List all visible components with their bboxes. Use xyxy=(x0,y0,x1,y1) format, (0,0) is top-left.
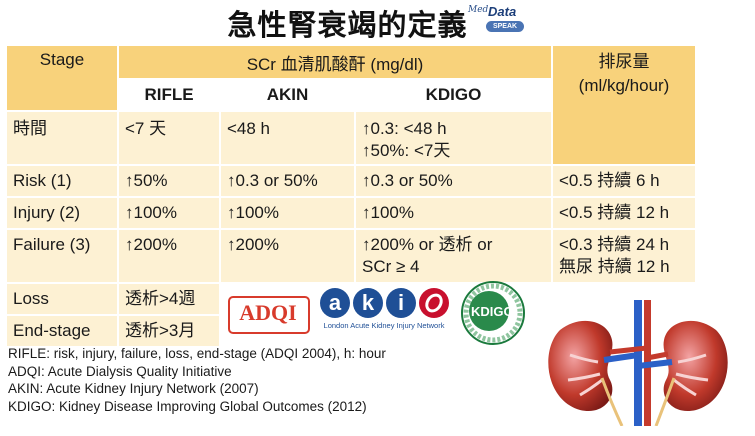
footnote-line: RIFLE: risk, injury, failure, loss, end-… xyxy=(8,346,386,361)
aki-drop-icon xyxy=(419,288,449,318)
footnote-line: ADQI: Acute Dialysis Quality Initiative xyxy=(8,363,232,379)
table-row: Injury (2) ↑100% ↑100% ↑100% <0.5 持續 12 … xyxy=(7,198,695,228)
row-rifle: ↑50% xyxy=(119,166,219,196)
row-rifle: <7 天 xyxy=(119,112,219,164)
row-rifle: 透析>3月 xyxy=(119,316,219,346)
table-row: 時間 <7 天 <48 h ↑0.3: <48 h ↑50%: <7天 xyxy=(7,112,695,164)
row-kdigo: ↑100% xyxy=(356,198,551,228)
header-stage: Stage xyxy=(7,46,117,110)
row-akin: ↑0.3 or 50% xyxy=(221,166,354,196)
sub-header-akin: AKIN xyxy=(221,80,354,110)
row-kdigo: ↑0.3: <48 h ↑50%: <7天 xyxy=(356,112,551,164)
aki-criteria-table: Stage SCr 血清肌酸酐 (mg/dl) 排尿量 (ml/kg/hour)… xyxy=(5,44,697,348)
sub-header-kdigo: KDIGO xyxy=(356,80,551,110)
row-rifle: 透析>4週 xyxy=(119,284,219,314)
aki-letter-i: i xyxy=(386,288,416,318)
footnote-line: AKIN: Acute Kidney Injury Network (2007) xyxy=(8,381,259,396)
row-urine: <0.5 持續 12 h xyxy=(553,198,695,228)
logo-med-text: Med xyxy=(468,5,489,15)
row-rifle: ↑200% xyxy=(119,230,219,282)
title-text: 急性腎衰竭的定義 xyxy=(227,8,468,42)
table-row: Risk (1) ↑50% ↑0.3 or 50% ↑0.3 or 50% <0… xyxy=(7,166,695,196)
header-scr: SCr 血清肌酸酐 (mg/dl) xyxy=(119,46,551,78)
row-akin: <48 h xyxy=(221,112,354,164)
aki-letter-a: a xyxy=(320,288,350,318)
row-stage: Injury (2) xyxy=(7,198,117,228)
header-urine: 排尿量 (ml/kg/hour) xyxy=(553,46,695,164)
row-stage: Risk (1) xyxy=(7,166,117,196)
kidney-illustration xyxy=(540,300,736,427)
row-kdigo: ↑0.3 or 50% xyxy=(356,166,551,196)
logo-speak-badge: SPEAK xyxy=(486,21,524,32)
table-row: Loss 透析>4週 xyxy=(7,284,695,314)
kdigo-logo: KDIGO xyxy=(455,281,539,345)
footnotes: RIFLE: risk, injury, failure, loss, end-… xyxy=(8,345,386,415)
row-akin: ↑100% xyxy=(221,198,354,228)
sub-header-rifle: RIFLE xyxy=(119,80,219,110)
row-stage: Failure (3) xyxy=(7,230,117,282)
table-row: Failure (3) ↑200% ↑200% ↑200% or 透析 or S… xyxy=(7,230,695,282)
row-stage: Loss xyxy=(7,284,117,314)
row-urine: <0.5 持續 6 h xyxy=(553,166,695,196)
page-title: 急性腎衰竭的定義 xyxy=(0,2,755,44)
table-row: End-stage 透析>3月 xyxy=(7,316,695,346)
aki-network-logo: a k i London Acute Kidney Injury Network xyxy=(318,288,450,334)
row-urine: <0.3 持續 24 h 無尿 持續 12 h xyxy=(553,230,695,282)
aki-letter-k: k xyxy=(353,288,383,318)
row-rifle: ↑100% xyxy=(119,198,219,228)
adqi-logo-text: ADQI xyxy=(239,300,297,325)
adqi-logo: ADQI xyxy=(226,292,310,336)
footnote-line: KDIGO: Kidney Disease Improving Global O… xyxy=(8,398,367,414)
kdigo-logo-text: KDIGO xyxy=(471,304,514,319)
row-kdigo: ↑200% or 透析 or SCr ≥ 4 xyxy=(356,230,551,282)
medtalk-logo: Med Data SPEAK xyxy=(466,4,534,38)
aki-caption: London Acute Kidney Injury Network xyxy=(323,321,445,330)
row-stage: End-stage xyxy=(7,316,117,346)
row-akin: ↑200% xyxy=(221,230,354,282)
row-stage: 時間 xyxy=(7,112,117,164)
logo-data-text: Data xyxy=(488,4,517,19)
